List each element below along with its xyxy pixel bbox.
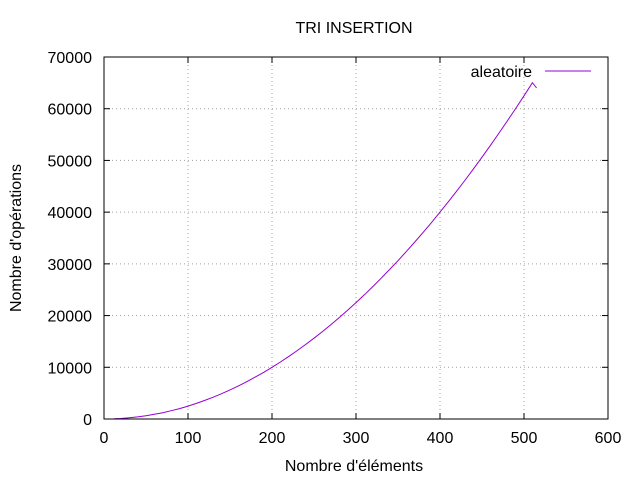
- y-tick-label: 60000: [48, 102, 93, 119]
- x-tick-label: 600: [595, 430, 622, 447]
- x-axis-title: Nombre d'éléments: [285, 458, 423, 475]
- x-tick-label: 100: [175, 430, 202, 447]
- grid: [104, 57, 608, 419]
- legend-label-aleatoire: aleatoire: [471, 64, 532, 81]
- series-line-aleatoire: [114, 81, 537, 420]
- y-tick-label: 70000: [48, 50, 93, 67]
- series-group: [114, 81, 537, 420]
- x-tick-label: 0: [100, 430, 109, 447]
- y-tick-label: 0: [83, 412, 92, 429]
- y-tick-label: 10000: [48, 360, 93, 377]
- x-tick-label: 200: [259, 430, 286, 447]
- x-tick-label: 300: [343, 430, 370, 447]
- y-axis-title: Nombre d'opérations: [8, 164, 25, 312]
- y-tick-label: 20000: [48, 309, 93, 326]
- chart-title: TRI INSERTION: [295, 20, 412, 37]
- y-tick-label: 30000: [48, 257, 93, 274]
- x-tick-label: 500: [511, 430, 538, 447]
- tick-labels: 0 100 200 300 400 500 600 0 10000 20000 30000 40000…: [48, 50, 622, 447]
- legend: aleatoire: [471, 64, 591, 81]
- y-tick-label: 40000: [48, 205, 93, 222]
- y-tick-label: 50000: [48, 153, 93, 170]
- x-tick-label: 400: [427, 430, 454, 447]
- plot-border: [103, 56, 609, 420]
